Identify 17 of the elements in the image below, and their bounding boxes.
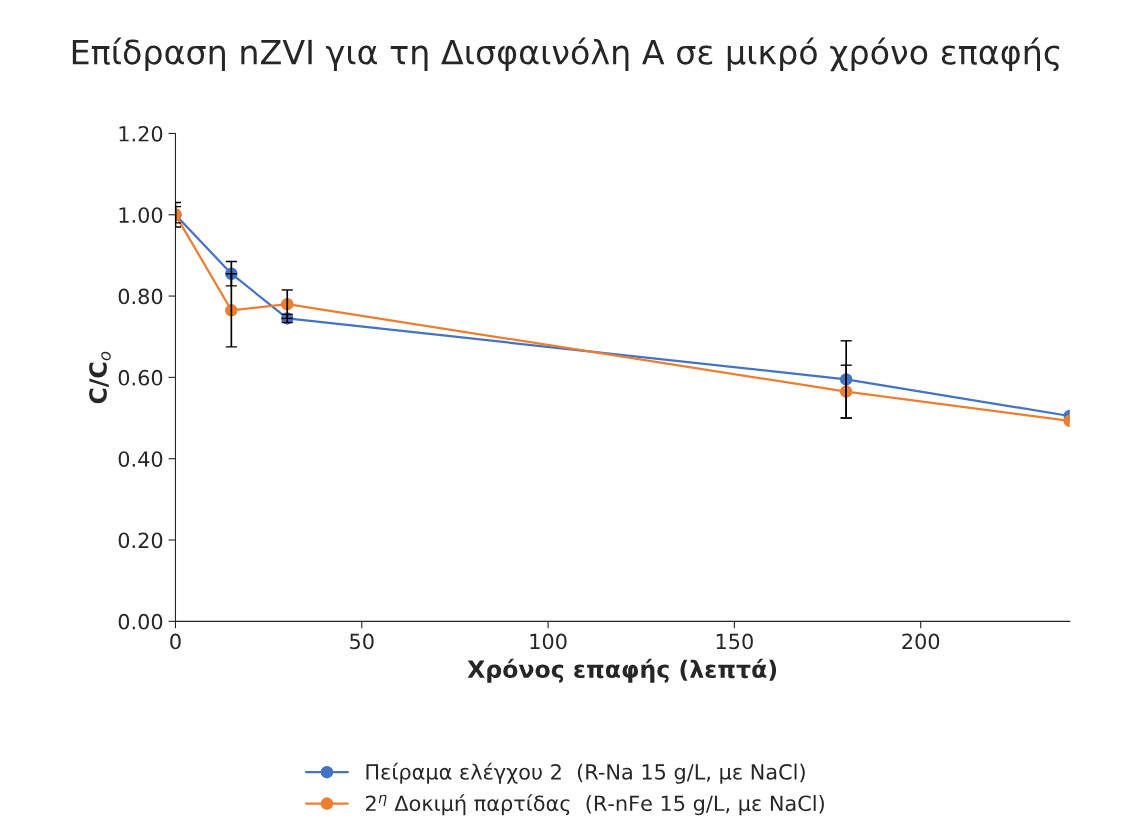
- y-tick-label: 0.60: [118, 369, 163, 386]
- x-tick-label: 50: [350, 633, 374, 650]
- y-axis-title: C/C$_{o}$: [89, 351, 111, 404]
- chart-title: Επίδραση nZVI για τη Δισφαινόλη Α σε μικρό χρόνο επαφής: [72, 37, 1060, 72]
- y-tick-label: 0.80: [118, 288, 163, 305]
- y-tick-label: 0.40: [118, 451, 163, 467]
- legend-label: Πείραμα ελέγχου 2 (R-Na 15 g/L, με NaCl): [366, 762, 805, 784]
- x-tick-label: 0: [170, 633, 181, 650]
- y-tick-label: 0.20: [118, 532, 163, 549]
- x-tick-label: 150: [716, 633, 753, 650]
- legend-label: 2$^{η}$ Δοκιμή παρτίδας (R-nFe 15 g/L, με NaCl): [365, 794, 824, 816]
- y-tick-label: 1.20: [119, 125, 163, 142]
- y-tick-label: 1.00: [119, 207, 163, 223]
- x-tick-label: 100: [530, 633, 567, 650]
- x-tick-label: 200: [902, 633, 940, 650]
- x-axis-title: Χρόνος επαφής (λεπτά): [467, 658, 777, 683]
- y-tick-label: 0.00: [118, 613, 163, 630]
